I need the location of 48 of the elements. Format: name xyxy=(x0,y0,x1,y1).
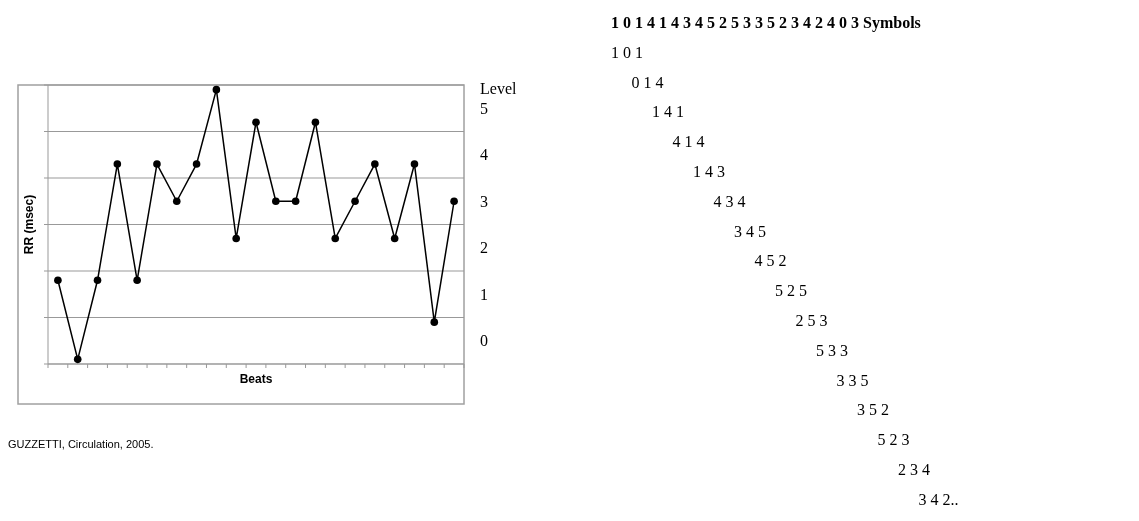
y-tick-label: 2 xyxy=(480,239,488,257)
point xyxy=(172,197,181,206)
y-axis-title: RR (msec) xyxy=(22,194,36,255)
y-tick-label: 5 xyxy=(480,99,488,117)
point xyxy=(331,234,340,243)
text: 2 5 3 xyxy=(795,312,828,329)
point xyxy=(311,118,320,126)
point xyxy=(390,234,399,243)
point xyxy=(450,197,458,206)
point xyxy=(272,197,280,206)
text: 3 3 5 xyxy=(836,371,869,389)
text: 4 3 4 xyxy=(713,192,746,210)
text: 1 4 1 xyxy=(652,103,684,121)
point xyxy=(54,276,62,285)
point xyxy=(192,160,201,168)
text: 5 2 3 xyxy=(877,431,910,449)
text: 1 0 1 xyxy=(611,43,643,61)
point xyxy=(410,160,419,168)
y-tick-label: 0 xyxy=(480,332,488,350)
point xyxy=(351,197,359,206)
y-tick-label: 3 xyxy=(480,192,488,210)
text: 2 3 4 xyxy=(898,461,930,478)
text: GUZZETTI, Circulation, 2005. xyxy=(8,438,154,450)
text: 5 2 5 xyxy=(775,282,807,300)
point xyxy=(232,234,240,243)
text: 3 5 2 xyxy=(857,401,889,419)
y-tick-label: 4 xyxy=(480,146,488,164)
text: 5 3 3 xyxy=(816,341,848,359)
x-axis-title: Beats xyxy=(239,372,273,386)
point xyxy=(153,160,161,168)
text: 3 4 5 xyxy=(734,222,766,240)
text: 1 4 3 xyxy=(693,163,725,180)
point xyxy=(291,197,300,206)
text: 4 5 2 xyxy=(754,252,787,270)
text: 1 0 1 4 1 4 3 4 5 2 5 3 3 5 2 3 4 2 4 0 3 Symbols xyxy=(611,14,921,32)
point xyxy=(430,318,439,326)
point xyxy=(252,118,260,126)
text: 3 4 2.. xyxy=(918,490,959,508)
text: 4 1 4 xyxy=(672,133,705,151)
point xyxy=(371,160,379,168)
point xyxy=(133,276,141,285)
point xyxy=(212,85,221,94)
point xyxy=(93,276,102,285)
point xyxy=(113,160,122,168)
point xyxy=(73,355,82,364)
y-tick-label: 1 xyxy=(480,285,488,303)
text: 0 1 4 xyxy=(631,73,664,91)
y2-axis-title: Level xyxy=(480,80,517,97)
